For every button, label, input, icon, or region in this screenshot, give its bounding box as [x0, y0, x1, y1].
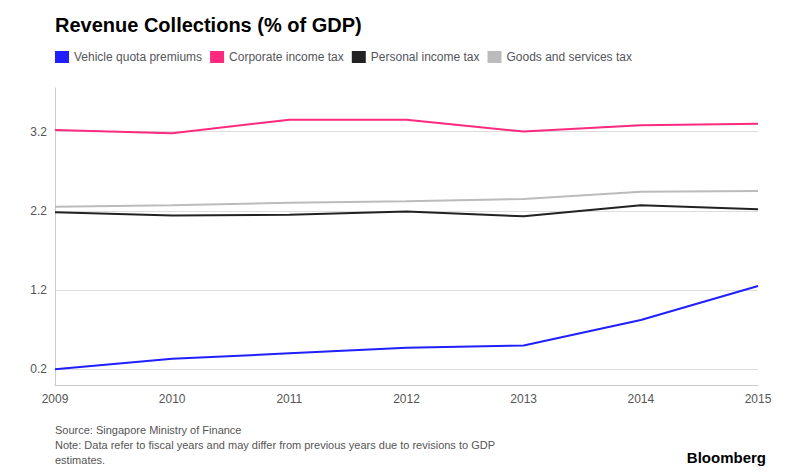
svg-text:2012: 2012 [393, 392, 420, 406]
svg-text:Goods and services tax: Goods and services tax [507, 50, 632, 64]
svg-text:0.2: 0.2 [30, 362, 47, 376]
svg-text:Note: Data refer to fiscal yea: Note: Data refer to fiscal years and may… [55, 439, 495, 451]
svg-text:estimates.: estimates. [55, 454, 105, 466]
svg-text:Bloomberg: Bloomberg [687, 449, 766, 466]
svg-text:2011: 2011 [276, 392, 302, 406]
svg-text:2009: 2009 [42, 392, 69, 406]
svg-text:2015: 2015 [745, 392, 772, 406]
svg-text:2010: 2010 [159, 392, 186, 406]
svg-text:Source: Singapore Ministry of: Source: Singapore Ministry of Finance [55, 424, 241, 436]
svg-text:2013: 2013 [510, 392, 537, 406]
svg-text:3.2: 3.2 [30, 125, 47, 139]
svg-text:Personal income tax: Personal income tax [371, 50, 480, 64]
svg-text:Revenue Collections (% of GDP): Revenue Collections (% of GDP) [55, 14, 362, 36]
svg-text:1.2: 1.2 [30, 283, 47, 297]
svg-text:2014: 2014 [627, 392, 654, 406]
svg-text:Vehicle quota premiums: Vehicle quota premiums [74, 50, 202, 64]
svg-text:Corporate income tax: Corporate income tax [229, 50, 344, 64]
svg-text:2.2: 2.2 [30, 204, 47, 218]
